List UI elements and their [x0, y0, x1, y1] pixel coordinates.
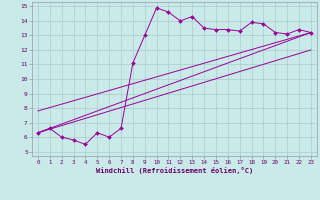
X-axis label: Windchill (Refroidissement éolien,°C): Windchill (Refroidissement éolien,°C) — [96, 167, 253, 174]
